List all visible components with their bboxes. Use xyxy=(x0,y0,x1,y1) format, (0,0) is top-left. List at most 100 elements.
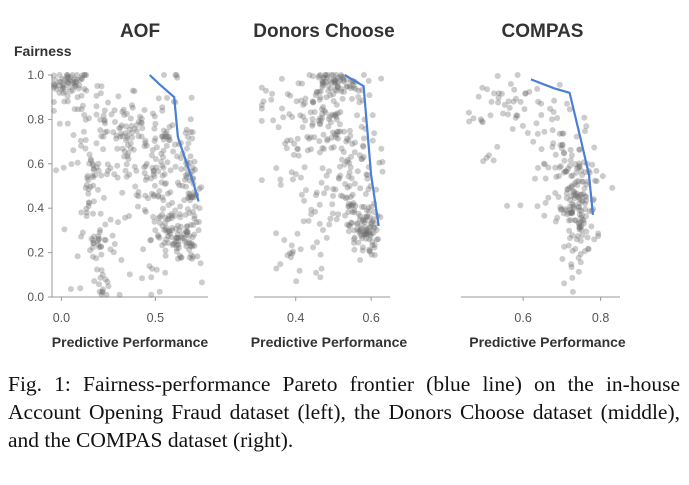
data-point xyxy=(300,113,306,120)
data-point xyxy=(344,83,351,90)
data-point xyxy=(552,151,559,158)
data-point xyxy=(558,206,565,213)
data-point xyxy=(337,109,344,115)
data-point xyxy=(564,186,571,193)
data-point xyxy=(288,169,295,176)
data-point xyxy=(319,114,326,121)
data-point xyxy=(128,129,135,136)
data-point xyxy=(368,251,375,258)
data-point xyxy=(584,234,591,241)
data-point xyxy=(532,175,538,182)
data-point xyxy=(569,182,576,189)
data-point xyxy=(371,244,378,251)
data-point xyxy=(359,244,366,251)
data-point xyxy=(319,110,326,117)
data-point xyxy=(344,158,351,165)
data-point xyxy=(143,174,150,181)
data-point xyxy=(571,195,578,202)
data-point xyxy=(160,127,167,134)
data-point xyxy=(182,211,189,218)
data-point xyxy=(346,159,353,166)
data-point xyxy=(549,144,556,150)
data-point xyxy=(73,72,80,78)
data-point xyxy=(173,72,180,78)
data-point xyxy=(110,129,117,136)
data-point xyxy=(50,84,57,91)
data-point xyxy=(123,161,130,168)
data-point xyxy=(320,227,326,233)
data-point xyxy=(345,222,352,229)
data-point xyxy=(179,235,186,242)
data-point xyxy=(295,80,302,87)
data-point xyxy=(188,240,195,247)
data-point xyxy=(83,182,90,188)
data-point xyxy=(373,236,380,243)
data-point xyxy=(135,193,142,200)
data-point xyxy=(141,107,148,113)
data-point xyxy=(549,127,556,134)
data-point xyxy=(564,186,571,193)
data-point xyxy=(142,177,149,183)
data-point xyxy=(316,88,323,95)
data-point xyxy=(559,142,566,149)
data-point xyxy=(260,98,267,105)
data-point xyxy=(574,233,581,240)
data-point xyxy=(156,219,163,226)
data-point xyxy=(362,227,369,234)
data-point xyxy=(578,227,585,234)
data-point xyxy=(111,107,118,114)
data-point xyxy=(169,122,176,129)
data-point xyxy=(360,217,367,224)
data-point xyxy=(347,85,354,92)
data-point xyxy=(568,152,575,159)
data-point xyxy=(323,74,330,81)
data-point xyxy=(183,229,190,236)
data-point xyxy=(344,184,351,191)
data-point xyxy=(142,137,149,144)
data-point xyxy=(369,218,376,225)
data-point xyxy=(149,164,156,171)
data-point xyxy=(367,233,374,240)
data-point xyxy=(143,142,150,149)
data-point xyxy=(483,154,490,161)
data-point xyxy=(95,167,102,174)
y-tick-label: 0.8 xyxy=(27,112,44,126)
data-point xyxy=(366,208,372,215)
data-point xyxy=(126,213,133,219)
data-point xyxy=(361,135,367,142)
data-point xyxy=(487,112,494,119)
data-point xyxy=(557,204,564,211)
data-point xyxy=(568,261,575,268)
data-point xyxy=(181,197,188,204)
data-point xyxy=(94,83,101,89)
data-point xyxy=(580,178,586,185)
data-point xyxy=(184,223,191,230)
data-point xyxy=(301,197,308,204)
data-point xyxy=(365,204,372,211)
data-point xyxy=(349,208,356,215)
data-point xyxy=(191,215,198,222)
data-point xyxy=(52,77,59,83)
data-point xyxy=(354,221,360,228)
data-point xyxy=(85,190,92,197)
data-point xyxy=(78,106,85,113)
data-point xyxy=(176,227,183,234)
data-point xyxy=(332,131,338,138)
data-point xyxy=(64,72,71,78)
data-point xyxy=(495,99,502,106)
data-point xyxy=(100,133,107,140)
data-point xyxy=(366,248,373,255)
data-point xyxy=(284,137,291,144)
data-point xyxy=(347,83,353,90)
data-point xyxy=(162,220,169,226)
data-point xyxy=(378,145,385,152)
data-point xyxy=(167,230,174,237)
data-point xyxy=(289,250,296,257)
data-point xyxy=(96,244,103,251)
data-point xyxy=(148,291,155,298)
data-point xyxy=(350,200,357,207)
data-point xyxy=(78,92,85,99)
data-point xyxy=(64,72,70,78)
data-point xyxy=(371,242,378,248)
data-point xyxy=(312,92,319,99)
